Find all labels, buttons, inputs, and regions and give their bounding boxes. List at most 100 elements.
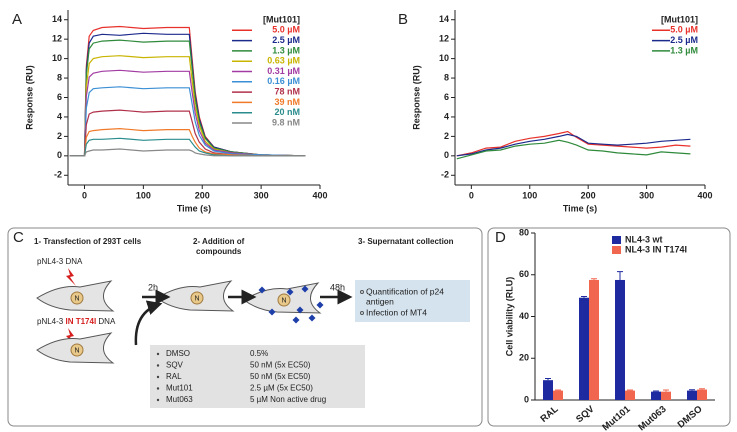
lightning xyxy=(66,268,76,286)
legend-label: 20 nM xyxy=(274,107,300,117)
legend-swatch xyxy=(612,246,621,254)
bullet xyxy=(360,311,364,315)
y-axis-label: Response (RU) xyxy=(411,65,421,130)
y-axis-label: Cell viability (RLU) xyxy=(504,277,514,357)
bullet xyxy=(156,364,160,367)
x-tick-label: Mut101 xyxy=(600,403,633,432)
series-line xyxy=(69,69,306,157)
x-tick-label: 300 xyxy=(254,190,269,200)
nucleus-label: N xyxy=(74,295,79,302)
y-tick-label: 8 xyxy=(444,72,449,82)
x-tick-label: 400 xyxy=(697,190,712,200)
panel-label: B xyxy=(398,11,408,28)
y-tick-label: 80 xyxy=(519,227,529,237)
step-title: 2- Addition of xyxy=(193,237,245,246)
x-tick-label: 0 xyxy=(82,190,87,200)
series-line xyxy=(69,55,306,157)
error-bar xyxy=(591,278,597,280)
y-axis-label: Response (RU) xyxy=(24,65,34,130)
error-bar xyxy=(663,389,669,392)
legend-label: 9.8 nM xyxy=(272,117,300,127)
legend-label: 5.0 µM xyxy=(272,25,300,35)
panel-frame xyxy=(487,227,731,427)
panel-frame xyxy=(7,227,483,427)
series-line xyxy=(69,25,306,157)
bar xyxy=(651,391,661,400)
x-tick-label: 100 xyxy=(136,190,151,200)
legend-label: 78 nM xyxy=(274,86,300,96)
compound-table: DMSO 0.5% SQV 50 nM (5x EC50) RAL 50 nM (5x E… xyxy=(156,349,326,404)
compound-box xyxy=(150,345,365,408)
legend-swatch xyxy=(612,236,621,244)
x-tick-label: 100 xyxy=(522,190,537,200)
legend-label: 0.31 µM xyxy=(267,66,300,76)
compound-dose: 0.5% xyxy=(250,349,268,358)
y-tick-label: 0 xyxy=(57,150,62,160)
legend-label: 1.3 µM xyxy=(670,45,698,55)
plasmid-label: pNL4-3 IN T174I DNA xyxy=(37,317,116,326)
y-tick-label: 2 xyxy=(444,131,449,141)
panel-label: A xyxy=(12,11,22,28)
y-tick-label: 4 xyxy=(444,111,449,121)
plasmid: DNA xyxy=(65,257,83,266)
legend-label: 1.3 µM xyxy=(272,45,300,55)
y-tick-label: 14 xyxy=(52,14,62,24)
series-line xyxy=(69,32,306,157)
y-tick-label: 0 xyxy=(524,394,529,404)
bullet xyxy=(156,375,160,379)
compound-name: SQV xyxy=(166,361,184,370)
series-line xyxy=(456,133,691,157)
bar xyxy=(687,390,697,400)
compound-icon xyxy=(301,285,309,293)
nucleus-label: N xyxy=(74,347,79,354)
readout: Quantification of p24 xyxy=(366,286,444,296)
bar xyxy=(543,380,553,400)
step-title: compounds xyxy=(196,247,242,256)
bar xyxy=(661,391,671,400)
panel-label: D xyxy=(495,229,506,246)
bullet xyxy=(156,352,160,356)
x-tick-label: 0 xyxy=(469,190,474,200)
compound-icon xyxy=(292,316,300,324)
x-tick-label: SQV xyxy=(574,403,597,425)
nucleus xyxy=(70,291,84,305)
legend-title: [Mut101] xyxy=(263,14,300,24)
error-bar xyxy=(581,295,587,298)
legend-title: [Mut101] xyxy=(661,14,698,24)
y-tick-label: -2 xyxy=(54,170,62,180)
x-tick-label: DMSO xyxy=(676,404,705,431)
readout: antigen xyxy=(366,296,394,306)
series-line xyxy=(69,127,306,157)
y-tick-label: 12 xyxy=(439,34,449,44)
legend-label: 0.16 µM xyxy=(267,76,300,86)
x-tick-label: 200 xyxy=(581,190,596,200)
y-tick-label: 20 xyxy=(519,353,529,363)
legend-label: 2.5 µM xyxy=(670,35,698,45)
plasmid: pNL4-3 xyxy=(37,317,64,326)
series-line xyxy=(69,86,306,157)
x-tick-label: 300 xyxy=(639,190,654,200)
y-tick-label: 2 xyxy=(57,131,62,141)
compound-dose: 50 nM (5x EC50) xyxy=(250,361,311,370)
x-tick-label: Mut063 xyxy=(636,404,668,432)
compound-dose: 2.5 µM (5x EC50) xyxy=(250,384,313,393)
lightning xyxy=(66,328,76,346)
time-label: 2h xyxy=(148,282,158,292)
bar xyxy=(615,279,625,400)
error-bar xyxy=(699,388,705,390)
compound-icon xyxy=(286,288,294,296)
y-tick-label: 8 xyxy=(57,72,62,82)
step-title: 3- Supernatant collection xyxy=(358,237,454,246)
panel-label: C xyxy=(13,229,24,246)
y-tick-label: 40 xyxy=(519,311,529,321)
y-tick-label: 4 xyxy=(57,111,62,121)
nucleus-label: N xyxy=(281,297,286,304)
plasmid: pNL4-3 xyxy=(37,257,64,266)
arrow xyxy=(134,300,163,346)
legend-label: 0.63 µM xyxy=(267,56,300,66)
compound-icon xyxy=(258,286,266,294)
x-tick-label: 400 xyxy=(312,190,327,200)
bar xyxy=(553,390,563,400)
x-axis-label: Time (s) xyxy=(177,203,211,213)
